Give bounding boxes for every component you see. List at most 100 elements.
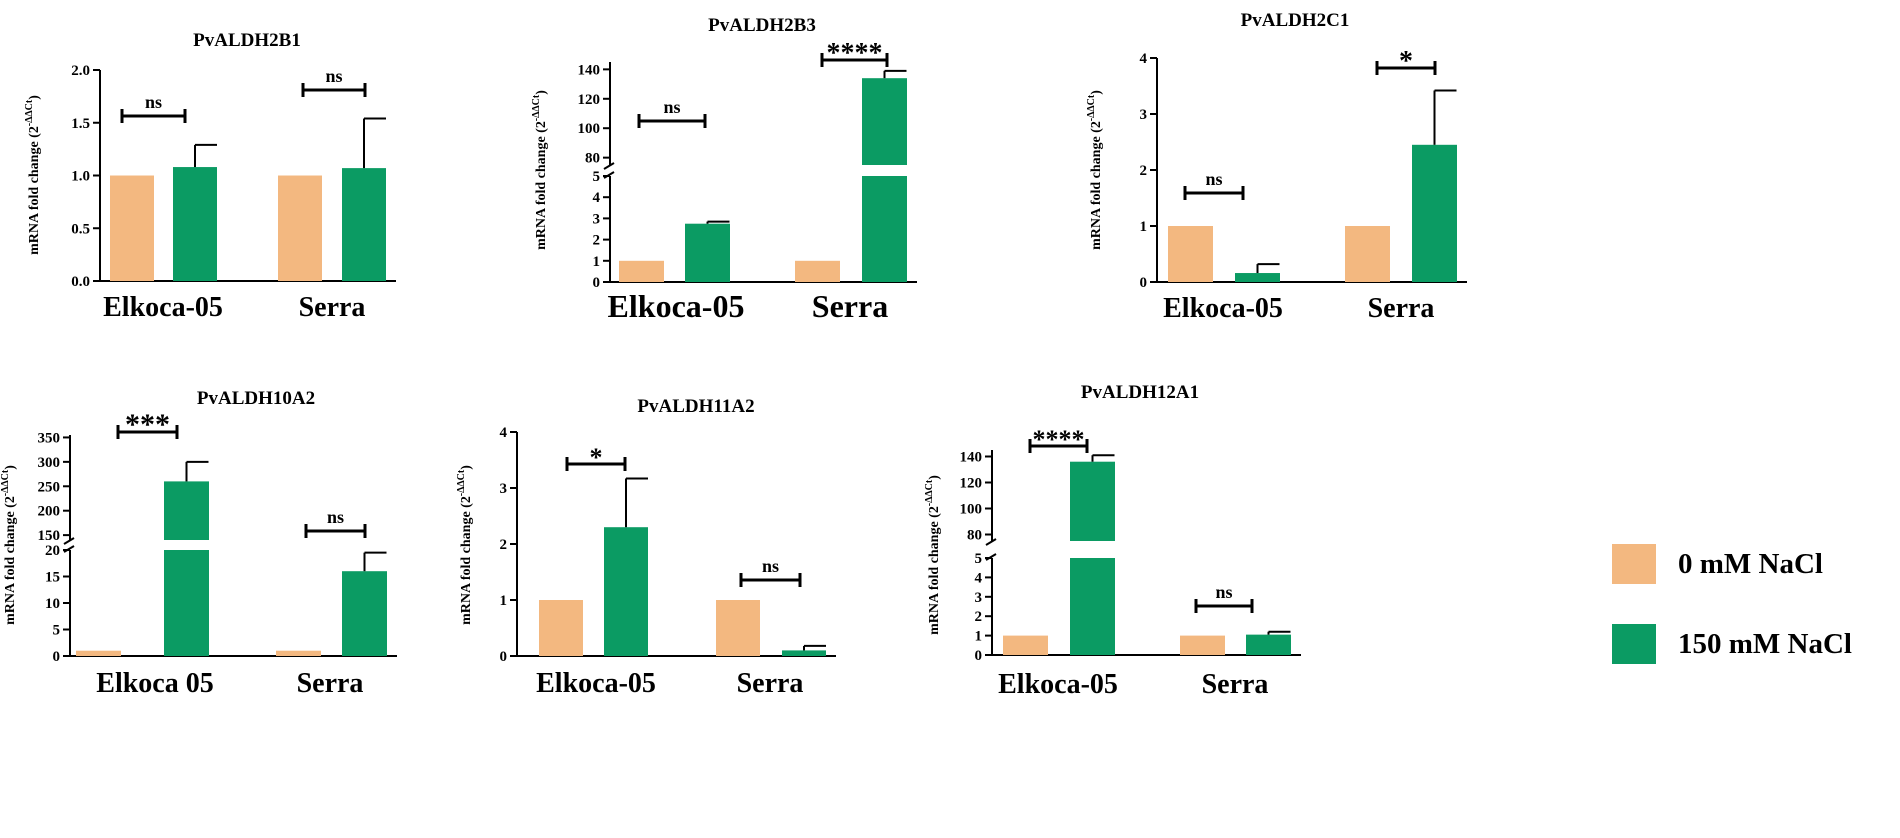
x-category-label: Serra — [299, 292, 366, 323]
bar-control-1 — [278, 175, 322, 281]
chart-title: PvALDH11A2 — [637, 396, 754, 417]
x-category-label: Serra — [737, 668, 804, 699]
y-axis-label: mRNA fold change (2-ΔΔCt) — [24, 95, 42, 255]
bar-treated-1 — [1412, 144, 1457, 282]
chart-2: 0 1 2 3 4 ns * Elkoca-05 Serra PvALDH2C1 mRNA fold… — [1086, 10, 1467, 324]
y-tick-label: 1 — [593, 254, 601, 270]
bar-treated-0 — [164, 481, 209, 656]
y-tick-label: 200 — [38, 504, 61, 520]
x-category-label: Serra — [297, 668, 364, 699]
x-category-label: Elkoca 05 — [96, 668, 213, 699]
bar-treated-0 — [685, 223, 730, 282]
x-category-label: Serra — [1202, 669, 1269, 700]
bar-control-0 — [1168, 226, 1213, 282]
bar-treated-1 — [342, 571, 387, 656]
y-tick-label: 150 — [38, 528, 61, 544]
bar-treated-1 — [862, 78, 907, 282]
y-tick-label: 140 — [960, 450, 983, 466]
y-tick-label: 5 — [593, 169, 601, 185]
chart-1: 0 1 2 3 4 5 80 100 120 140 ns **** Elkoca-05 Serra PvA… — [531, 15, 917, 324]
x-category-label: Elkoca-05 — [1163, 293, 1283, 324]
y-tick-label: 2 — [500, 537, 508, 553]
y-tick-label: 140 — [578, 62, 601, 78]
y-tick-label: 5 — [53, 623, 61, 639]
y-tick-label: 2.0 — [71, 63, 90, 79]
axis-break-mark — [985, 538, 997, 561]
y-tick-label: 20 — [45, 543, 60, 559]
chart-0: 0.0 0.5 1.0 1.5 2.0 ns ns Elkoca-05 Serra PvALDH2… — [24, 30, 396, 323]
y-tick-label: 3 — [500, 481, 508, 497]
y-tick-label: 3 — [1140, 107, 1148, 123]
bar-control-1 — [795, 260, 840, 282]
significance-label: **** — [1033, 425, 1085, 454]
legend-label-control: 0 mM NaCl — [1678, 547, 1823, 580]
y-tick-label: 0 — [975, 648, 983, 664]
chart-title: PvALDH2B1 — [193, 30, 301, 51]
significance-label: **** — [827, 38, 883, 69]
y-tick-label: 0 — [53, 649, 61, 665]
legend-label-treated: 150 mM NaCl — [1678, 627, 1852, 660]
chart-title: PvALDH2C1 — [1241, 10, 1350, 31]
y-tick-label: 1.5 — [71, 116, 90, 132]
y-tick-label: 2 — [593, 233, 601, 249]
significance-label: ns — [663, 97, 680, 117]
bar-control-0 — [619, 260, 664, 282]
bar-break-gap — [1069, 541, 1116, 558]
significance-label: * — [590, 443, 603, 472]
y-tick-label: 2 — [975, 609, 983, 625]
bar-control-0 — [1003, 635, 1048, 655]
bar-treated-0 — [1070, 461, 1115, 655]
y-tick-label: 10 — [45, 596, 60, 612]
legend-item-control: 0 mM NaCl — [1612, 538, 1897, 590]
bar-control-1 — [1180, 635, 1225, 655]
y-tick-label: 1 — [1140, 219, 1148, 235]
y-tick-label: 0.5 — [71, 221, 90, 237]
y-axis-label: mRNA fold change (2-ΔΔCt) — [456, 465, 474, 625]
y-tick-label: 0.0 — [71, 274, 90, 290]
x-category-label: Elkoca-05 — [536, 668, 656, 699]
y-tick-label: 3 — [975, 590, 983, 606]
y-tick-label: 0 — [593, 275, 601, 291]
bar-treated-0 — [1235, 273, 1280, 282]
bar-control-0 — [76, 650, 121, 656]
bar-break-gap — [163, 540, 210, 550]
bar-treated-0 — [173, 167, 217, 281]
legend-swatch-treated — [1612, 624, 1656, 664]
chart-title: PvALDH2B3 — [708, 15, 816, 36]
bar-break-gap — [861, 165, 908, 176]
bar-control-1 — [1345, 226, 1390, 282]
bar-control-1 — [716, 600, 760, 656]
y-axis-label: mRNA fold change (2-ΔΔCt) — [1086, 90, 1104, 250]
significance-label: * — [1399, 46, 1413, 77]
bar-treated-1 — [1246, 634, 1291, 655]
y-tick-label: 4 — [593, 190, 601, 206]
y-tick-label: 350 — [38, 430, 61, 446]
chart-title: PvALDH10A2 — [197, 388, 315, 409]
chart-title: PvALDH12A1 — [1081, 382, 1199, 403]
y-tick-label: 5 — [975, 551, 983, 567]
significance-label: ns — [1215, 582, 1232, 602]
y-tick-label: 120 — [578, 92, 601, 108]
x-category-label: Serra — [812, 288, 888, 324]
y-axis-label: mRNA fold change (2-ΔΔCt) — [924, 475, 942, 635]
bar-treated-0 — [604, 527, 648, 656]
y-tick-label: 4 — [500, 425, 508, 441]
y-tick-label: 4 — [1140, 51, 1148, 67]
bar-treated-1 — [782, 650, 826, 656]
chart-4: 0 1 2 3 4 * ns Elkoca-05 Serra PvALDH11A2 mRNA fol… — [456, 396, 836, 699]
bar-control-0 — [110, 175, 154, 281]
y-tick-label: 1 — [975, 629, 983, 645]
y-tick-label: 100 — [960, 502, 983, 518]
y-tick-label: 250 — [38, 479, 61, 495]
x-category-label: Serra — [1368, 293, 1435, 324]
x-category-label: Elkoca-05 — [608, 288, 745, 324]
y-axis-label: mRNA fold change (2-ΔΔCt) — [0, 465, 18, 625]
bar-control-0 — [539, 600, 583, 656]
bar-control-1 — [276, 650, 321, 656]
chart-5: 0 1 2 3 4 5 80 100 120 140 **** ns Elkoca-05 Serra PvA… — [924, 382, 1301, 700]
y-tick-label: 0 — [1140, 275, 1148, 291]
y-tick-label: 80 — [585, 151, 600, 167]
y-tick-label: 1.0 — [71, 169, 90, 185]
